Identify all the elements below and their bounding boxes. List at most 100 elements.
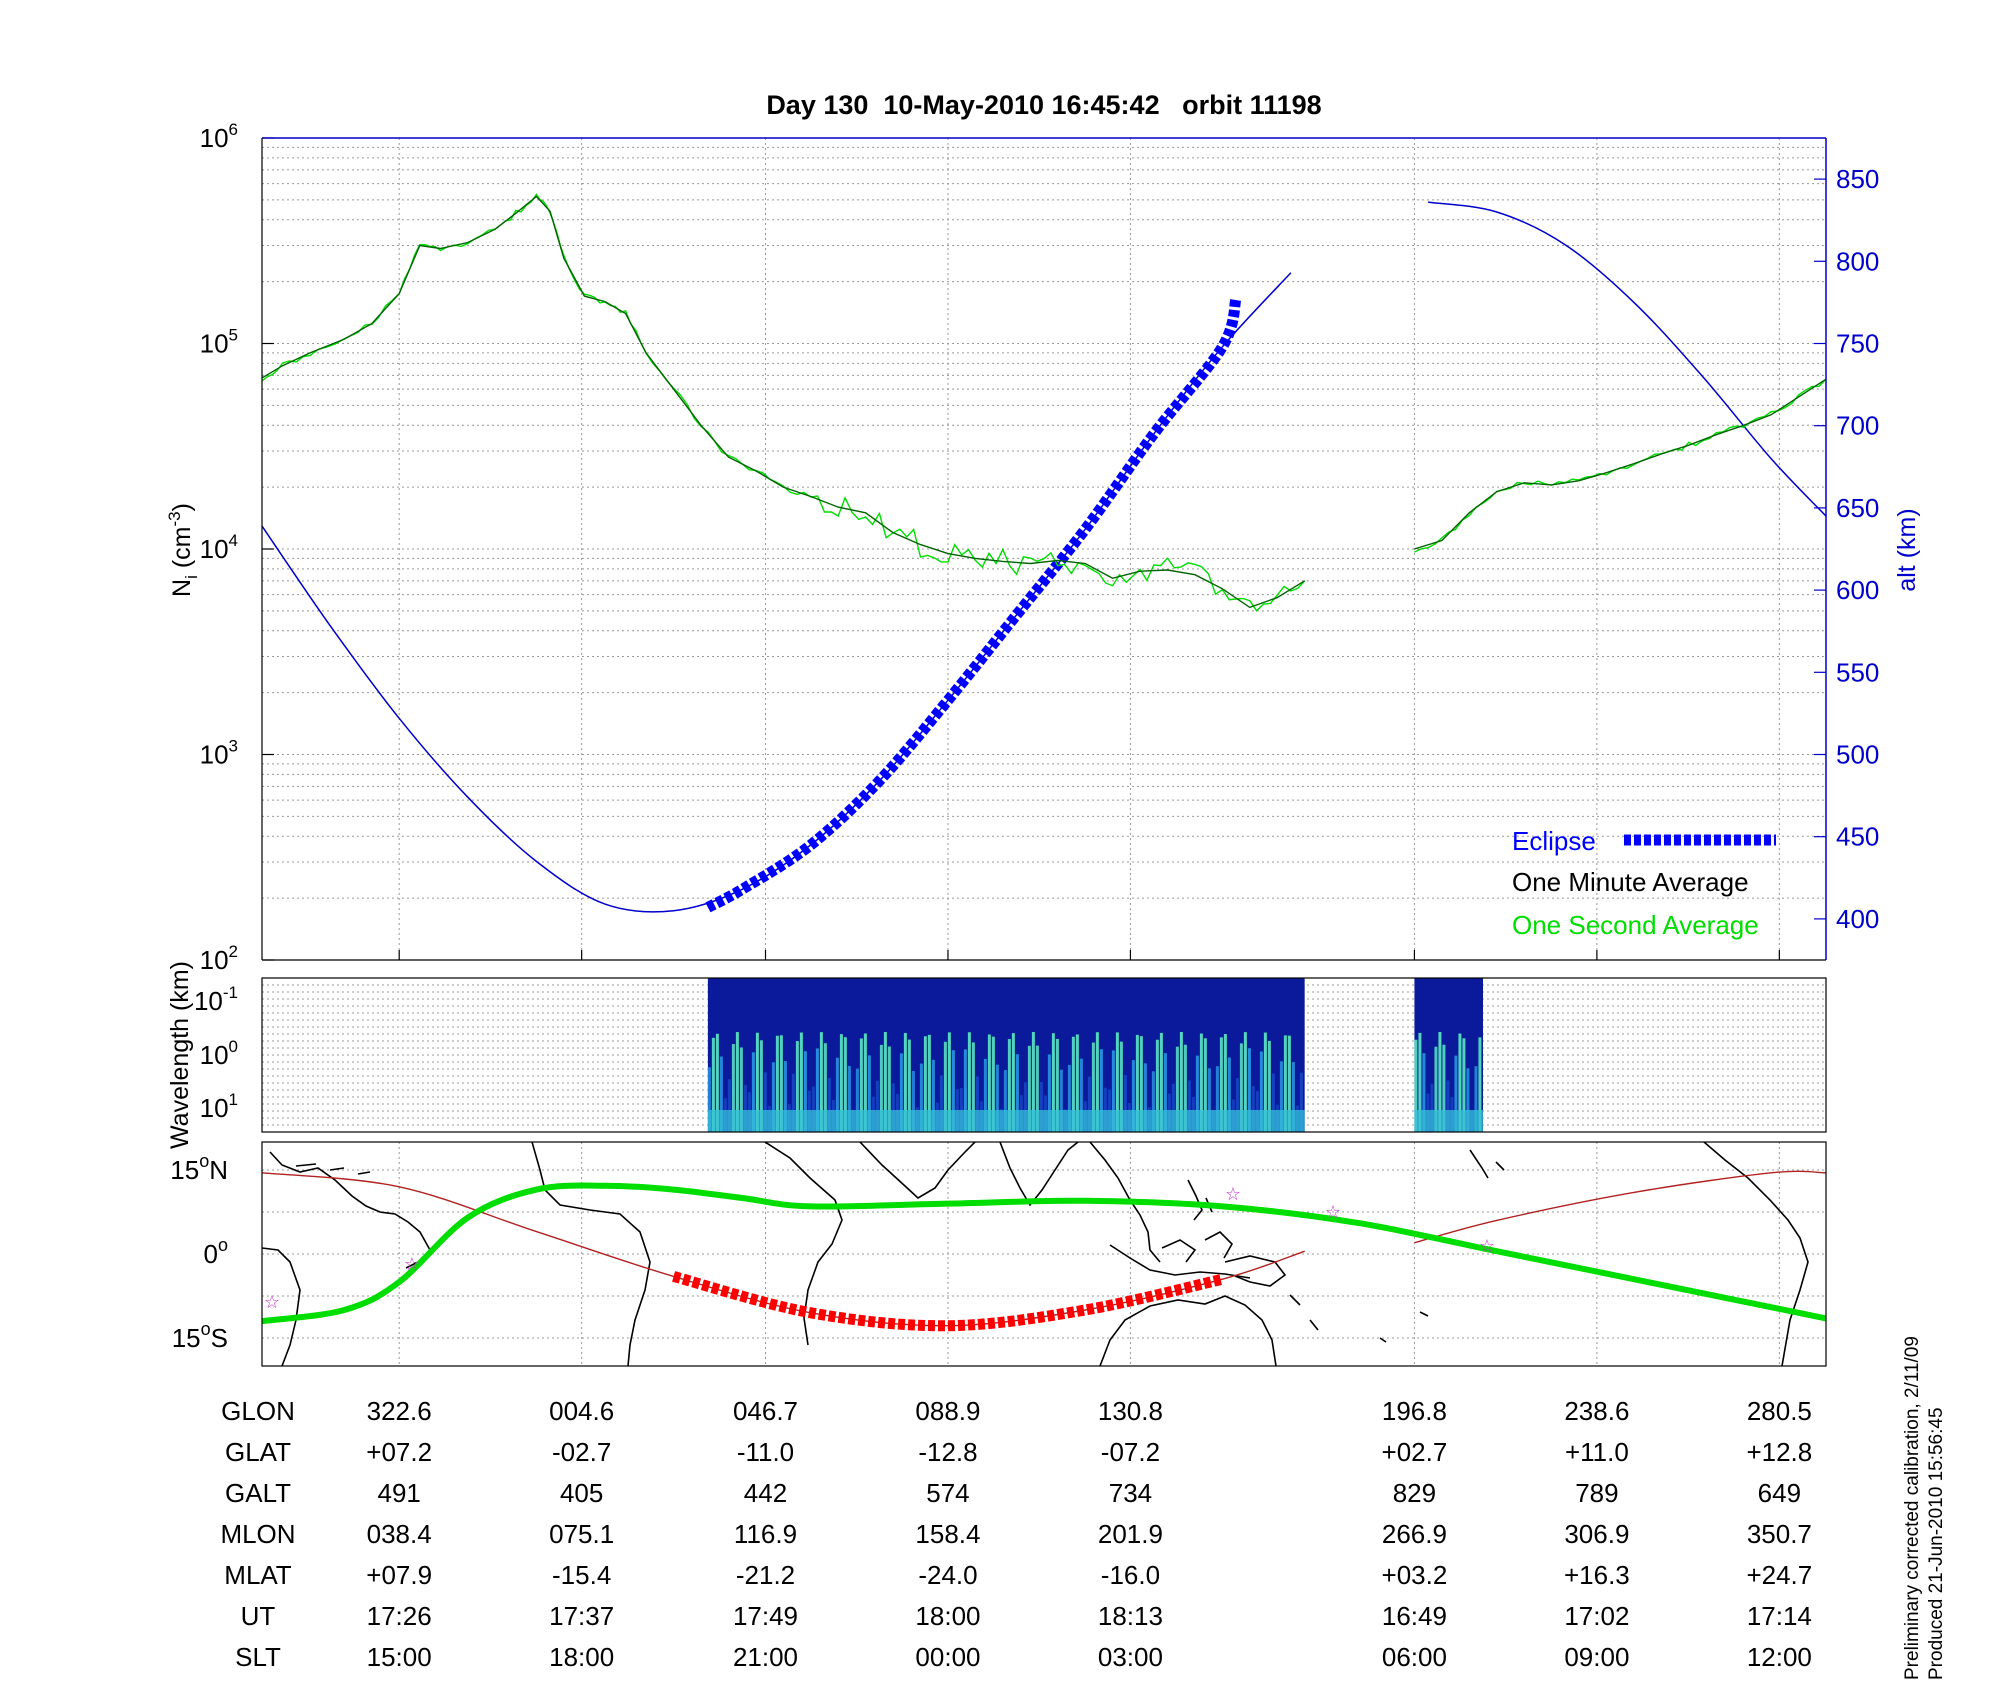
table-cell: 158.4 bbox=[915, 1519, 980, 1549]
spectrogram-streak bbox=[1075, 1034, 1079, 1132]
spectrogram-streak bbox=[883, 1032, 887, 1132]
spectrogram-streak bbox=[795, 1041, 799, 1132]
spectrogram-streak bbox=[1051, 1033, 1055, 1132]
spectrogram-streak bbox=[907, 1039, 911, 1132]
spectrogram-streak bbox=[731, 1044, 735, 1132]
spectrogram-streak bbox=[1095, 1032, 1099, 1132]
ephemeris-table: GLON 322.6 004.6 046.7 088.9 130.8 196.8 238.6 2… bbox=[220, 1396, 1812, 1672]
table-row-label: UT bbox=[241, 1601, 276, 1631]
spectrogram-streak bbox=[791, 1073, 795, 1132]
spectrogram-streak bbox=[1039, 1081, 1043, 1132]
spectrogram-streak bbox=[1087, 1076, 1091, 1132]
footnote-calibration: Preliminary corrected calibration, 2/11/… bbox=[1902, 1336, 1923, 1680]
spectrogram-streak bbox=[1119, 1041, 1123, 1132]
table-cell: +11.0 bbox=[1565, 1437, 1629, 1467]
spectrogram-streak bbox=[819, 1032, 823, 1132]
coast-central-america bbox=[269, 1151, 431, 1269]
hemisphere: N bbox=[209, 1155, 228, 1185]
spectrogram-streak bbox=[891, 1083, 895, 1132]
one-minute-average-line bbox=[262, 195, 1826, 609]
density-label-unit: (cm bbox=[168, 527, 196, 576]
tick-base: 10 bbox=[200, 1093, 229, 1123]
spectrogram-streak bbox=[1438, 1032, 1442, 1132]
table-row-label: GLON bbox=[221, 1396, 295, 1426]
table-cell: +12.8 bbox=[1746, 1437, 1812, 1467]
spectrogram-streak bbox=[1287, 1035, 1291, 1132]
station-markers: ☆ ☆ ☆ ☆ ☆ bbox=[264, 1184, 1495, 1313]
legend-one-minute-label: One Minute Average bbox=[1512, 867, 1749, 897]
spectrogram-streak bbox=[739, 1047, 743, 1132]
spectrogram-streak bbox=[1227, 1057, 1231, 1132]
spectrogram-streak bbox=[771, 1062, 775, 1132]
spectrogram-streak bbox=[1434, 1046, 1438, 1132]
table-cell: 130.8 bbox=[1098, 1396, 1163, 1426]
table-cell: 17:02 bbox=[1564, 1601, 1629, 1631]
table-cell: -11.0 bbox=[737, 1437, 794, 1467]
tick-base: 10 bbox=[200, 740, 229, 770]
tick-base: 10 bbox=[200, 329, 229, 359]
spectrogram-streak bbox=[947, 1032, 951, 1132]
wavelength-y-tick-label: 100 bbox=[200, 1037, 238, 1070]
spectrogram-streak bbox=[1067, 1064, 1071, 1132]
alt-tick-label: 550 bbox=[1836, 657, 1879, 687]
spectrogram-streak bbox=[967, 1032, 971, 1132]
map-y-tick-label: 0o bbox=[204, 1235, 228, 1269]
spectrogram-streak bbox=[931, 1059, 935, 1132]
spectrogram-streak bbox=[1478, 1037, 1482, 1132]
alt-tick-label: 850 bbox=[1836, 164, 1879, 194]
table-cell: 17:14 bbox=[1747, 1601, 1812, 1631]
spectrogram-streak bbox=[1259, 1051, 1263, 1132]
table-cell: 116.9 bbox=[734, 1519, 797, 1549]
tick-exponent: 1 bbox=[229, 1090, 238, 1109]
spectrogram-streak bbox=[835, 1057, 839, 1132]
spectrogram-streak bbox=[863, 1033, 867, 1132]
star-icon: ☆ bbox=[1225, 1184, 1241, 1205]
alt-tick-label: 400 bbox=[1836, 904, 1879, 934]
legend: Eclipse One Minute Average One Second Av… bbox=[1512, 826, 1776, 940]
table-cell: 789 bbox=[1575, 1478, 1618, 1508]
spectrogram-streak bbox=[755, 1032, 759, 1132]
table-cell: 12:00 bbox=[1747, 1642, 1812, 1672]
wavelength-axis-label: Wavelength (km) bbox=[166, 961, 194, 1149]
spectrogram-streak bbox=[1023, 1082, 1027, 1132]
lat-value: 15 bbox=[170, 1155, 199, 1185]
spectrogram-streak bbox=[1055, 1038, 1059, 1132]
degree-symbol: o bbox=[199, 1151, 209, 1171]
spectrogram-streak bbox=[1135, 1034, 1139, 1132]
density-y-axis-label: Ni (cm-3) bbox=[165, 503, 201, 597]
table-cell: +07.2 bbox=[366, 1437, 432, 1467]
wavelength-frame bbox=[261, 977, 1827, 1133]
table-cell: 238.6 bbox=[1564, 1396, 1629, 1426]
spectrogram-streak bbox=[919, 1063, 923, 1132]
spectrogram-streak bbox=[827, 1077, 831, 1132]
spectrogram-streak bbox=[1223, 1034, 1227, 1132]
spectrogram-streak bbox=[1219, 1037, 1223, 1132]
table-cell: 350.7 bbox=[1747, 1519, 1812, 1549]
spectrogram-streak bbox=[991, 1036, 995, 1132]
spectrogram-streak bbox=[1291, 1062, 1295, 1132]
table-cell: -02.7 bbox=[552, 1437, 611, 1467]
spectrogram-streak bbox=[839, 1034, 843, 1132]
spectrogram-streak bbox=[1239, 1043, 1243, 1132]
altitude-axis-ticks: 400 450 500 550 600 650 700 750 800 850 bbox=[1814, 164, 1879, 934]
spectrogram-streak bbox=[943, 1041, 947, 1132]
spectrogram-streak bbox=[875, 1080, 879, 1132]
table-cell: 734 bbox=[1109, 1478, 1152, 1508]
density-y-tick-label: 103 bbox=[200, 737, 238, 770]
star-icon: ☆ bbox=[404, 1254, 420, 1275]
spectrogram-band bbox=[1414, 1110, 1484, 1132]
alt-tick-label: 750 bbox=[1836, 329, 1879, 359]
degree-symbol: o bbox=[218, 1235, 228, 1255]
table-cell: -16.0 bbox=[1101, 1560, 1160, 1590]
tick-exponent: 2 bbox=[229, 942, 238, 961]
tick-base: 10 bbox=[200, 1040, 229, 1070]
table-cell: -12.8 bbox=[918, 1437, 977, 1467]
spectrogram-streak bbox=[923, 1036, 927, 1132]
table-cell: 00:00 bbox=[915, 1642, 980, 1672]
spectrogram-streak bbox=[715, 1033, 719, 1132]
